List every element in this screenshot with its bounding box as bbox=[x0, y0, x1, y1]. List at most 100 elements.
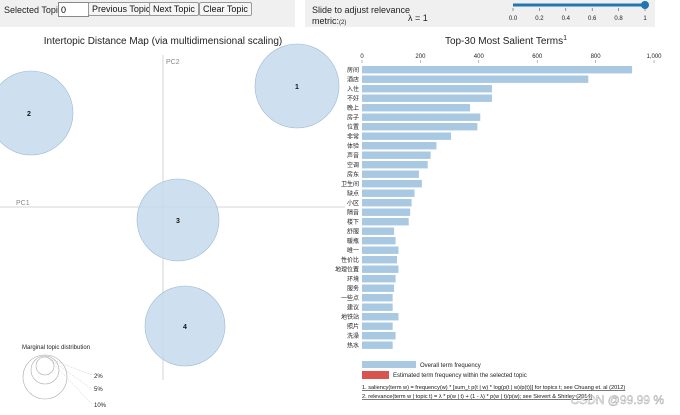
previous-topic-button[interactable]: Previous Topic bbox=[88, 2, 155, 16]
term-label[interactable]: 隔音 bbox=[347, 208, 359, 216]
marginal-leaders bbox=[44, 354, 93, 405]
term-bar[interactable] bbox=[362, 142, 437, 150]
term-label[interactable]: 晚上 bbox=[347, 104, 359, 112]
term-label[interactable]: 空调 bbox=[347, 161, 359, 169]
term-bar[interactable] bbox=[362, 303, 393, 311]
topic-circle-4[interactable]: 4 bbox=[144, 285, 226, 367]
topic-label-4[interactable]: 4 bbox=[183, 324, 187, 331]
term-label[interactable]: 服务 bbox=[347, 284, 359, 292]
term-label[interactable]: 暖瓶 bbox=[347, 237, 359, 245]
clear-topic-button[interactable]: Clear Topic bbox=[199, 2, 252, 16]
term-label[interactable]: 非常 bbox=[347, 132, 359, 140]
lambda-value: λ = 1 bbox=[408, 13, 428, 23]
slider-label-sub: (2) bbox=[339, 20, 347, 26]
term-label[interactable]: 性价比 bbox=[341, 256, 359, 264]
term-bar[interactable] bbox=[362, 237, 396, 245]
legend-estimated-swatch bbox=[362, 371, 389, 379]
term-bar[interactable] bbox=[362, 256, 398, 264]
legend-estimated-label: Estimated term frequency within the sele… bbox=[393, 373, 527, 379]
x-tick-label: 200 bbox=[415, 54, 426, 60]
marginal-circle-2 bbox=[35, 356, 55, 376]
slider-tick-label: 0.8 bbox=[614, 16, 623, 22]
slider-handle[interactable] bbox=[641, 1, 649, 9]
term-bar[interactable] bbox=[362, 151, 431, 159]
term-label[interactable]: 热水 bbox=[347, 341, 359, 349]
term-bar[interactable] bbox=[362, 75, 589, 83]
term-label[interactable]: 地理位置 bbox=[335, 265, 359, 273]
topic-circle-2[interactable]: 2 bbox=[0, 70, 74, 156]
term-label[interactable]: 唯一 bbox=[347, 246, 359, 254]
term-label[interactable]: 房间 bbox=[347, 66, 359, 74]
term-bar[interactable] bbox=[362, 104, 471, 112]
term-bar[interactable] bbox=[362, 180, 422, 188]
term-bar[interactable] bbox=[362, 66, 633, 74]
term-bar[interactable] bbox=[362, 123, 478, 131]
term-bar[interactable] bbox=[362, 132, 452, 140]
topic-circle-3[interactable]: 3 bbox=[136, 178, 220, 262]
term-bar[interactable] bbox=[362, 341, 393, 349]
csdn-watermark: CSDN @99.99 % bbox=[570, 393, 664, 407]
term-label[interactable]: 卫生间 bbox=[341, 180, 359, 188]
term-label[interactable]: 声音 bbox=[347, 151, 359, 159]
slider-label-metric: metric: bbox=[312, 16, 339, 26]
topic-label-3[interactable]: 3 bbox=[176, 218, 180, 225]
term-bar[interactable] bbox=[362, 313, 399, 321]
slider-label-line2: metric:(2) bbox=[312, 16, 487, 29]
term-bar[interactable] bbox=[362, 322, 393, 330]
topic-label-1[interactable]: 1 bbox=[295, 84, 299, 91]
topic-label-2[interactable]: 2 bbox=[27, 111, 31, 118]
term-label[interactable]: 缺点 bbox=[347, 189, 359, 197]
term-bar[interactable] bbox=[362, 227, 395, 235]
term-label[interactable]: 房东 bbox=[347, 170, 359, 178]
marginal-circles bbox=[22, 354, 68, 400]
term-label[interactable]: 不好 bbox=[347, 94, 359, 102]
term-label[interactable]: 一些点 bbox=[341, 294, 359, 302]
term-label[interactable]: 体验 bbox=[347, 142, 359, 150]
term-label[interactable]: 房子 bbox=[347, 113, 359, 121]
term-bar[interactable] bbox=[362, 275, 396, 283]
x-tick-label: 800 bbox=[591, 54, 602, 60]
slider-label-line1: Slide to adjust relevance bbox=[312, 5, 411, 15]
term-label[interactable]: 舒服 bbox=[347, 227, 359, 235]
footnote-relevance[interactable]: 2. relevance(term w | topic t) = λ * p(w… bbox=[362, 394, 592, 400]
term-label[interactable]: 酒店 bbox=[347, 75, 359, 83]
term-bar[interactable] bbox=[362, 208, 411, 216]
term-bar[interactable] bbox=[362, 189, 415, 197]
term-bar[interactable] bbox=[362, 284, 395, 292]
term-bar[interactable] bbox=[362, 161, 428, 169]
term-bar[interactable] bbox=[362, 332, 396, 340]
next-topic-button[interactable]: Next Topic bbox=[149, 2, 199, 16]
term-label[interactable]: 位置 bbox=[347, 123, 359, 131]
legend-overall-label: Overall term frequency bbox=[420, 363, 481, 369]
term-bar[interactable] bbox=[362, 85, 492, 93]
term-label[interactable]: 楼下 bbox=[347, 218, 359, 226]
footnote-saliency[interactable]: 1. saliency(term w) = frequency(w) * [su… bbox=[362, 385, 625, 391]
term-label[interactable]: 小区 bbox=[347, 199, 359, 207]
term-label[interactable]: 地铁站 bbox=[341, 313, 359, 321]
x-tick-label: 400 bbox=[474, 54, 485, 60]
marginal-label-2: 2% bbox=[94, 374, 103, 380]
term-label[interactable]: 建议 bbox=[347, 303, 359, 311]
relevance-slider[interactable]: 0.0 0.2 0.4 0.6 0.8 1 bbox=[509, 1, 649, 22]
term-label[interactable]: 入住 bbox=[347, 85, 359, 93]
term-label[interactable]: 洗澡 bbox=[347, 332, 359, 340]
term-bar[interactable] bbox=[362, 113, 481, 121]
term-label[interactable]: 环境 bbox=[347, 275, 359, 283]
term-label[interactable]: 照片 bbox=[347, 322, 359, 330]
term-bar[interactable] bbox=[362, 265, 399, 273]
term-bar[interactable] bbox=[362, 246, 399, 254]
topic-circle-1[interactable]: 1 bbox=[254, 43, 340, 129]
term-bar[interactable] bbox=[362, 294, 393, 302]
pc1-label: PC1 bbox=[16, 200, 30, 207]
term-bar[interactable] bbox=[362, 199, 412, 207]
term-bar[interactable] bbox=[362, 170, 419, 178]
bar-chart: 0 200 400 600 800 1,000 房间酒店入住不好晚上房子位置非常体验声音空调… bbox=[335, 54, 662, 349]
slider-tick-label: 1 bbox=[643, 16, 647, 22]
legend-overall-swatch bbox=[362, 361, 416, 368]
marginal-title: Marginal topic distribution bbox=[22, 345, 90, 351]
term-bar[interactable] bbox=[362, 94, 492, 102]
term-bar[interactable] bbox=[362, 218, 409, 226]
x-tick-label: 0 bbox=[360, 54, 364, 60]
slider-tick-label: 0.4 bbox=[562, 16, 571, 22]
